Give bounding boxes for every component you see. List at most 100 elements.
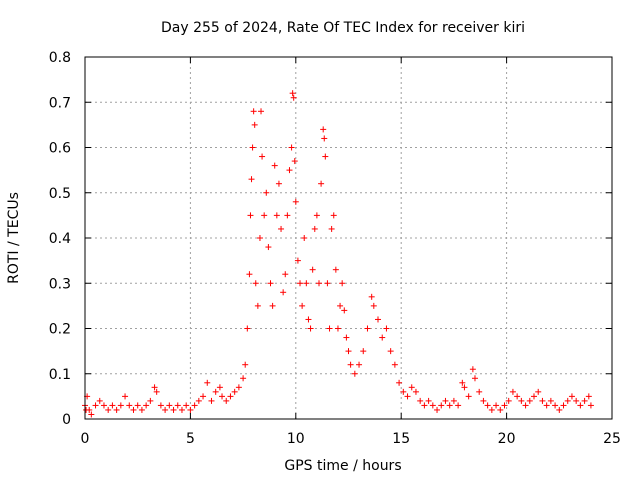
data-point	[322, 153, 329, 160]
data-point	[543, 402, 550, 409]
data-point	[400, 388, 407, 395]
data-point	[442, 397, 449, 404]
data-point	[501, 402, 508, 409]
data-point	[259, 153, 266, 160]
data-point	[518, 397, 525, 404]
data-point	[256, 235, 263, 241]
data-point	[480, 397, 487, 404]
chart-title: Day 255 of 2024, Rate Of TEC Index for r…	[161, 20, 525, 36]
data-point	[195, 397, 202, 404]
data-point	[476, 388, 483, 395]
data-point	[408, 384, 415, 391]
data-point	[143, 402, 150, 409]
y-tick-label: 0.3	[49, 276, 71, 292]
data-point	[244, 325, 251, 332]
data-point	[539, 397, 546, 404]
data-point	[307, 325, 314, 332]
data-point	[438, 402, 445, 409]
data-point	[273, 212, 280, 219]
data-point	[556, 406, 563, 413]
data-point	[100, 402, 107, 409]
data-point	[360, 348, 367, 355]
y-tick-labels: 0 0.1 0.2 0.3 0.4 0.5 0.6 0.7 0.8	[49, 50, 71, 428]
data-point	[286, 167, 293, 174]
data-point	[509, 388, 516, 395]
y-tick-label: 0.7	[49, 95, 71, 111]
data-point	[178, 406, 185, 413]
data-point	[147, 397, 154, 404]
x-tick-label: 0	[81, 431, 90, 447]
data-point	[345, 348, 352, 355]
data-point	[235, 384, 242, 391]
data-point	[347, 361, 354, 368]
data-point	[248, 176, 255, 183]
data-point	[157, 402, 164, 409]
data-point	[275, 180, 282, 187]
data-point	[153, 388, 160, 395]
y-tick-label: 0.5	[49, 186, 71, 202]
data-point	[219, 393, 226, 400]
data-point	[587, 402, 594, 409]
data-point	[204, 379, 211, 386]
data-point	[240, 375, 247, 382]
data-point	[291, 158, 298, 165]
y-tick-label: 0.6	[49, 141, 71, 157]
data-point	[309, 266, 316, 273]
data-point	[471, 375, 478, 382]
y-tick-label: 0.8	[49, 50, 71, 66]
y-axis-title: ROTI / TECUs	[6, 192, 22, 284]
data-point	[162, 406, 169, 413]
data-point	[305, 316, 312, 323]
data-point	[585, 393, 592, 400]
data-point	[488, 406, 495, 413]
data-point	[280, 289, 287, 296]
data-point	[391, 361, 398, 368]
y-tick-label: 0.4	[49, 231, 71, 247]
data-point	[88, 411, 95, 418]
data-point	[284, 212, 291, 219]
data-point	[249, 144, 256, 151]
data-point	[151, 384, 158, 391]
x-tick-label: 10	[287, 431, 305, 447]
data-point	[484, 402, 491, 409]
data-point	[278, 225, 285, 232]
data-point	[364, 325, 371, 332]
data-point	[412, 388, 419, 395]
y-tick-label: 0.1	[49, 367, 71, 383]
data-point	[522, 402, 529, 409]
data-point	[324, 280, 331, 287]
data-point	[328, 225, 335, 232]
data-point	[446, 402, 453, 409]
data-point	[315, 280, 322, 287]
data-point	[577, 402, 584, 409]
data-point	[461, 384, 468, 391]
data-point	[469, 366, 476, 373]
data-point	[526, 397, 533, 404]
x-tick-label: 5	[186, 431, 195, 447]
data-point	[134, 402, 141, 409]
y-tick-label: 0.2	[49, 322, 71, 338]
data-point	[465, 393, 472, 400]
x-axis-title: GPS time / hours	[284, 458, 401, 474]
data-point	[573, 397, 580, 404]
data-point	[552, 402, 559, 409]
data-point	[267, 280, 274, 287]
data-point	[166, 402, 173, 409]
data-point	[396, 379, 403, 386]
data-point	[493, 402, 500, 409]
data-point	[223, 397, 230, 404]
data-point	[450, 397, 457, 404]
data-point	[251, 121, 258, 128]
y-tick-label: 0	[62, 412, 71, 428]
data-point	[459, 379, 466, 386]
data-point	[130, 406, 137, 413]
data-point	[191, 402, 198, 409]
data-point	[421, 402, 428, 409]
data-point	[92, 402, 99, 409]
grid	[85, 57, 612, 419]
data-point	[313, 212, 320, 219]
data-point	[425, 397, 432, 404]
data-point	[297, 280, 304, 287]
data-point	[86, 406, 93, 413]
data-point	[375, 316, 382, 323]
